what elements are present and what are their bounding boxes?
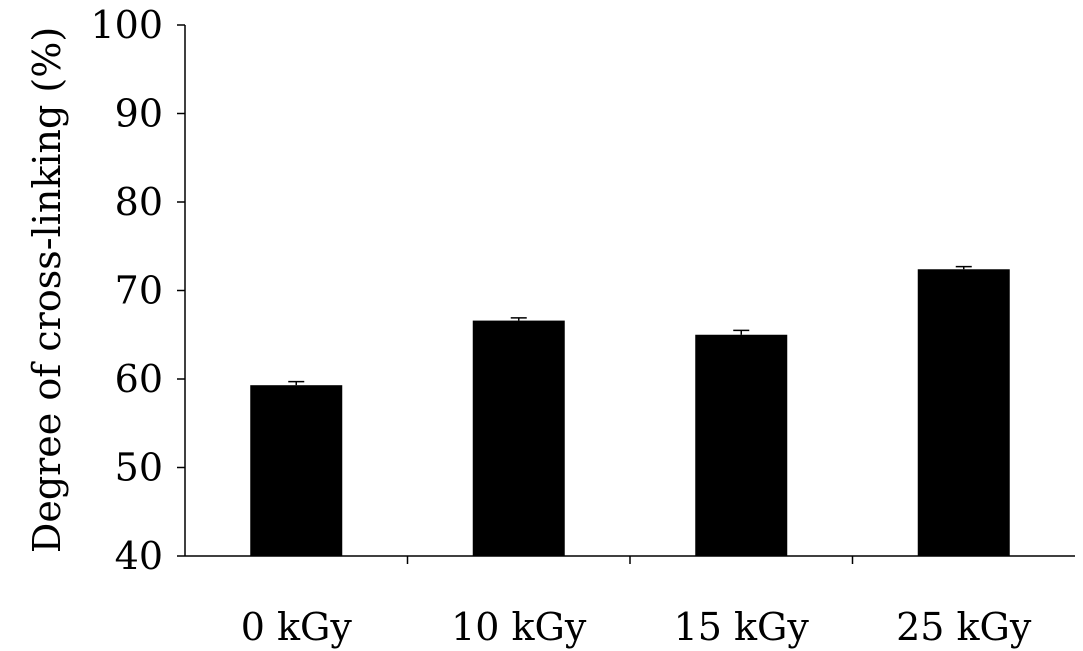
y-axis-ticks: 40 50 60 70 80 90 100 bbox=[90, 3, 185, 578]
bar bbox=[695, 334, 788, 556]
y-tick-label: 90 bbox=[115, 92, 163, 136]
x-axis-ticks: 0 kGy 10 kGy 15 kGy 25 kGy bbox=[241, 556, 1032, 649]
y-tick-label: 50 bbox=[115, 446, 163, 490]
y-tick-label: 40 bbox=[115, 534, 163, 578]
y-axis-title: Degree of cross-linking (%) bbox=[25, 27, 69, 553]
y-tick-label: 70 bbox=[115, 269, 163, 313]
x-category-label: 25 kGy bbox=[896, 605, 1032, 649]
x-category-label: 10 kGy bbox=[451, 605, 587, 649]
bar bbox=[472, 320, 565, 556]
y-tick-label: 80 bbox=[115, 180, 163, 224]
bar bbox=[917, 269, 1010, 556]
x-category-label: 15 kGy bbox=[674, 605, 810, 649]
bars bbox=[250, 265, 1010, 556]
y-tick-label: 60 bbox=[115, 357, 163, 401]
x-category-label: 0 kGy bbox=[241, 605, 353, 649]
y-tick-label: 100 bbox=[90, 3, 163, 47]
bar bbox=[250, 385, 343, 556]
